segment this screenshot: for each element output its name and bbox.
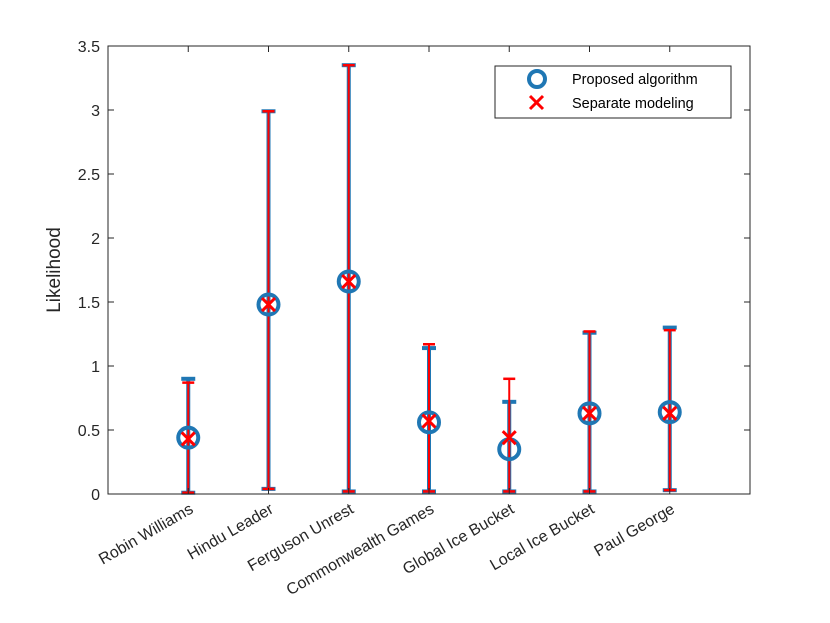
separate-point — [581, 405, 598, 421]
proposed-point — [176, 425, 201, 450]
proposed-point — [417, 410, 441, 435]
separate-point — [662, 405, 678, 421]
legend: Proposed algorithm Separate modeling — [494, 65, 732, 119]
separate-point — [260, 296, 277, 313]
y-tick-label: 2 — [91, 231, 100, 248]
separate-point-stroke — [180, 431, 196, 447]
legend-label-proposed: Proposed algorithm — [572, 72, 698, 88]
y-tick-label: 1.5 — [78, 295, 100, 312]
y-tick-label: 2.5 — [78, 167, 100, 184]
separate-point — [341, 273, 357, 290]
proposed-point — [577, 401, 602, 426]
separate-point-stroke — [581, 405, 598, 421]
proposed-point — [657, 400, 682, 425]
separate-point-stroke — [501, 430, 517, 446]
y-tick-label: 0.5 — [78, 423, 100, 440]
separate-point — [501, 430, 517, 446]
separate-point-stroke — [341, 273, 357, 290]
separate-point — [180, 431, 196, 447]
proposed-point — [336, 269, 361, 294]
separate-point-stroke — [662, 405, 678, 421]
legend-label-separate: Separate modeling — [572, 96, 694, 112]
y-tick-label: 1 — [91, 359, 100, 376]
y-axis-label: Likelihood — [44, 227, 65, 313]
y-tick-label: 0 — [91, 487, 100, 504]
y-tick-label: 3 — [91, 103, 100, 120]
legend-x-marker — [528, 94, 545, 111]
legend-circle-marker — [527, 69, 547, 89]
marks-layer — [176, 63, 682, 495]
proposed-point — [256, 292, 281, 317]
legend-box — [494, 65, 732, 119]
y-tick-label: 3.5 — [78, 39, 100, 56]
separate-point-stroke — [421, 413, 437, 429]
separate-point — [421, 413, 437, 429]
separate-point-stroke — [260, 296, 277, 313]
